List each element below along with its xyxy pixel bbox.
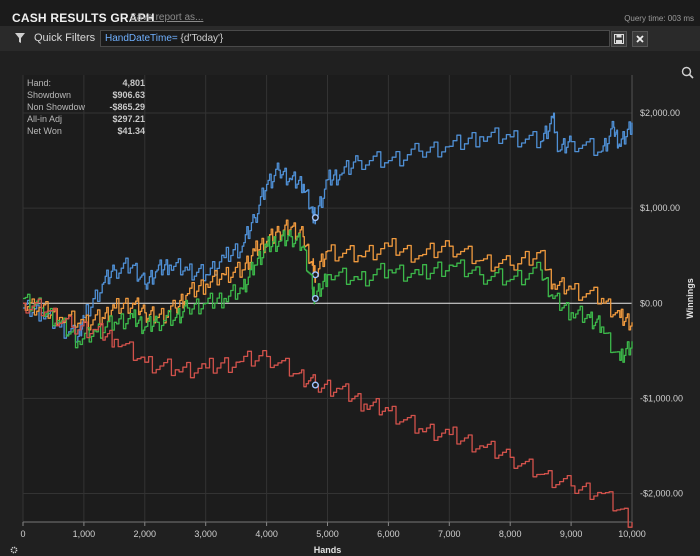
magnifier-icon[interactable]	[681, 66, 694, 79]
x-axis-title: Hands	[314, 545, 342, 555]
x-tick-label: 4,000	[255, 529, 278, 539]
x-tick-label: 3,000	[194, 529, 217, 539]
close-x-icon	[636, 35, 644, 43]
filter-expression-value: {d'Today'}	[177, 33, 224, 44]
top-bar	[0, 0, 700, 26]
save-report-link[interactable]: Save report as...	[130, 12, 204, 23]
stat-label: Net Won	[27, 126, 62, 136]
x-tick-label: 10,000	[618, 529, 646, 539]
x-tick-label: 1,000	[73, 529, 96, 539]
clear-filter-button[interactable]	[632, 31, 648, 47]
x-tick-label: 8,000	[499, 529, 522, 539]
cursor-marker	[311, 381, 319, 389]
stat-value: $41.34	[117, 126, 145, 136]
x-tick-label: 6,000	[377, 529, 400, 539]
stat-label: Showdown	[27, 90, 72, 100]
x-tick-label: 0	[20, 529, 25, 539]
filter-expression-key: HandDateTime=	[105, 33, 178, 44]
y-tick-label: -$1,000.00	[640, 393, 683, 403]
stat-row: Showdown $906.63	[27, 90, 145, 102]
stat-value: 4,801	[122, 78, 145, 88]
filter-funnel-icon[interactable]	[14, 32, 26, 44]
x-tick-label: 5,000	[316, 529, 339, 539]
stat-label: All-in Adj	[27, 114, 63, 124]
stat-value: $297.21	[112, 114, 145, 124]
series-line	[23, 219, 633, 331]
stat-label: Non Showdow	[27, 102, 86, 112]
floppy-disk-icon	[614, 34, 624, 44]
page-title: CASH RESULTS GRAPH	[12, 11, 155, 25]
y-axis-title: Winnings	[685, 278, 695, 318]
stat-row: Non Showdow -$865.29	[27, 102, 145, 114]
stat-value: -$865.29	[109, 102, 145, 112]
x-tick-label: 7,000	[438, 529, 461, 539]
stats-panel: Hand: 4,801 Showdown $906.63 Non Showdow -$…	[27, 78, 145, 138]
stat-row: All-in Adj $297.21	[27, 114, 145, 126]
y-tick-label: $0.00	[640, 298, 663, 308]
save-filter-button[interactable]	[611, 31, 627, 47]
cursor-marker	[311, 271, 319, 279]
x-tick-label: 9,000	[560, 529, 583, 539]
cursor-marker	[311, 214, 319, 222]
gear-icon[interactable]	[10, 546, 18, 554]
stat-value: $906.63	[112, 90, 145, 100]
stat-row: Net Won $41.34	[27, 126, 145, 138]
series-line	[23, 112, 633, 343]
stat-label: Hand:	[27, 78, 52, 88]
y-tick-label: $1,000.00	[640, 203, 680, 213]
filter-expression-input[interactable]: HandDateTime= {d'Today'}	[100, 30, 610, 47]
query-time-label: Query time: 003 ms	[624, 14, 694, 23]
y-tick-label: -$2,000.00	[640, 488, 683, 498]
cursor-marker	[311, 295, 319, 303]
y-tick-label: $2,000.00	[640, 108, 680, 118]
stat-row: Hand: 4,801	[27, 78, 145, 90]
x-tick-label: 2,000	[134, 529, 157, 539]
series-line	[23, 230, 633, 363]
quick-filters-label[interactable]: Quick Filters	[34, 32, 96, 44]
